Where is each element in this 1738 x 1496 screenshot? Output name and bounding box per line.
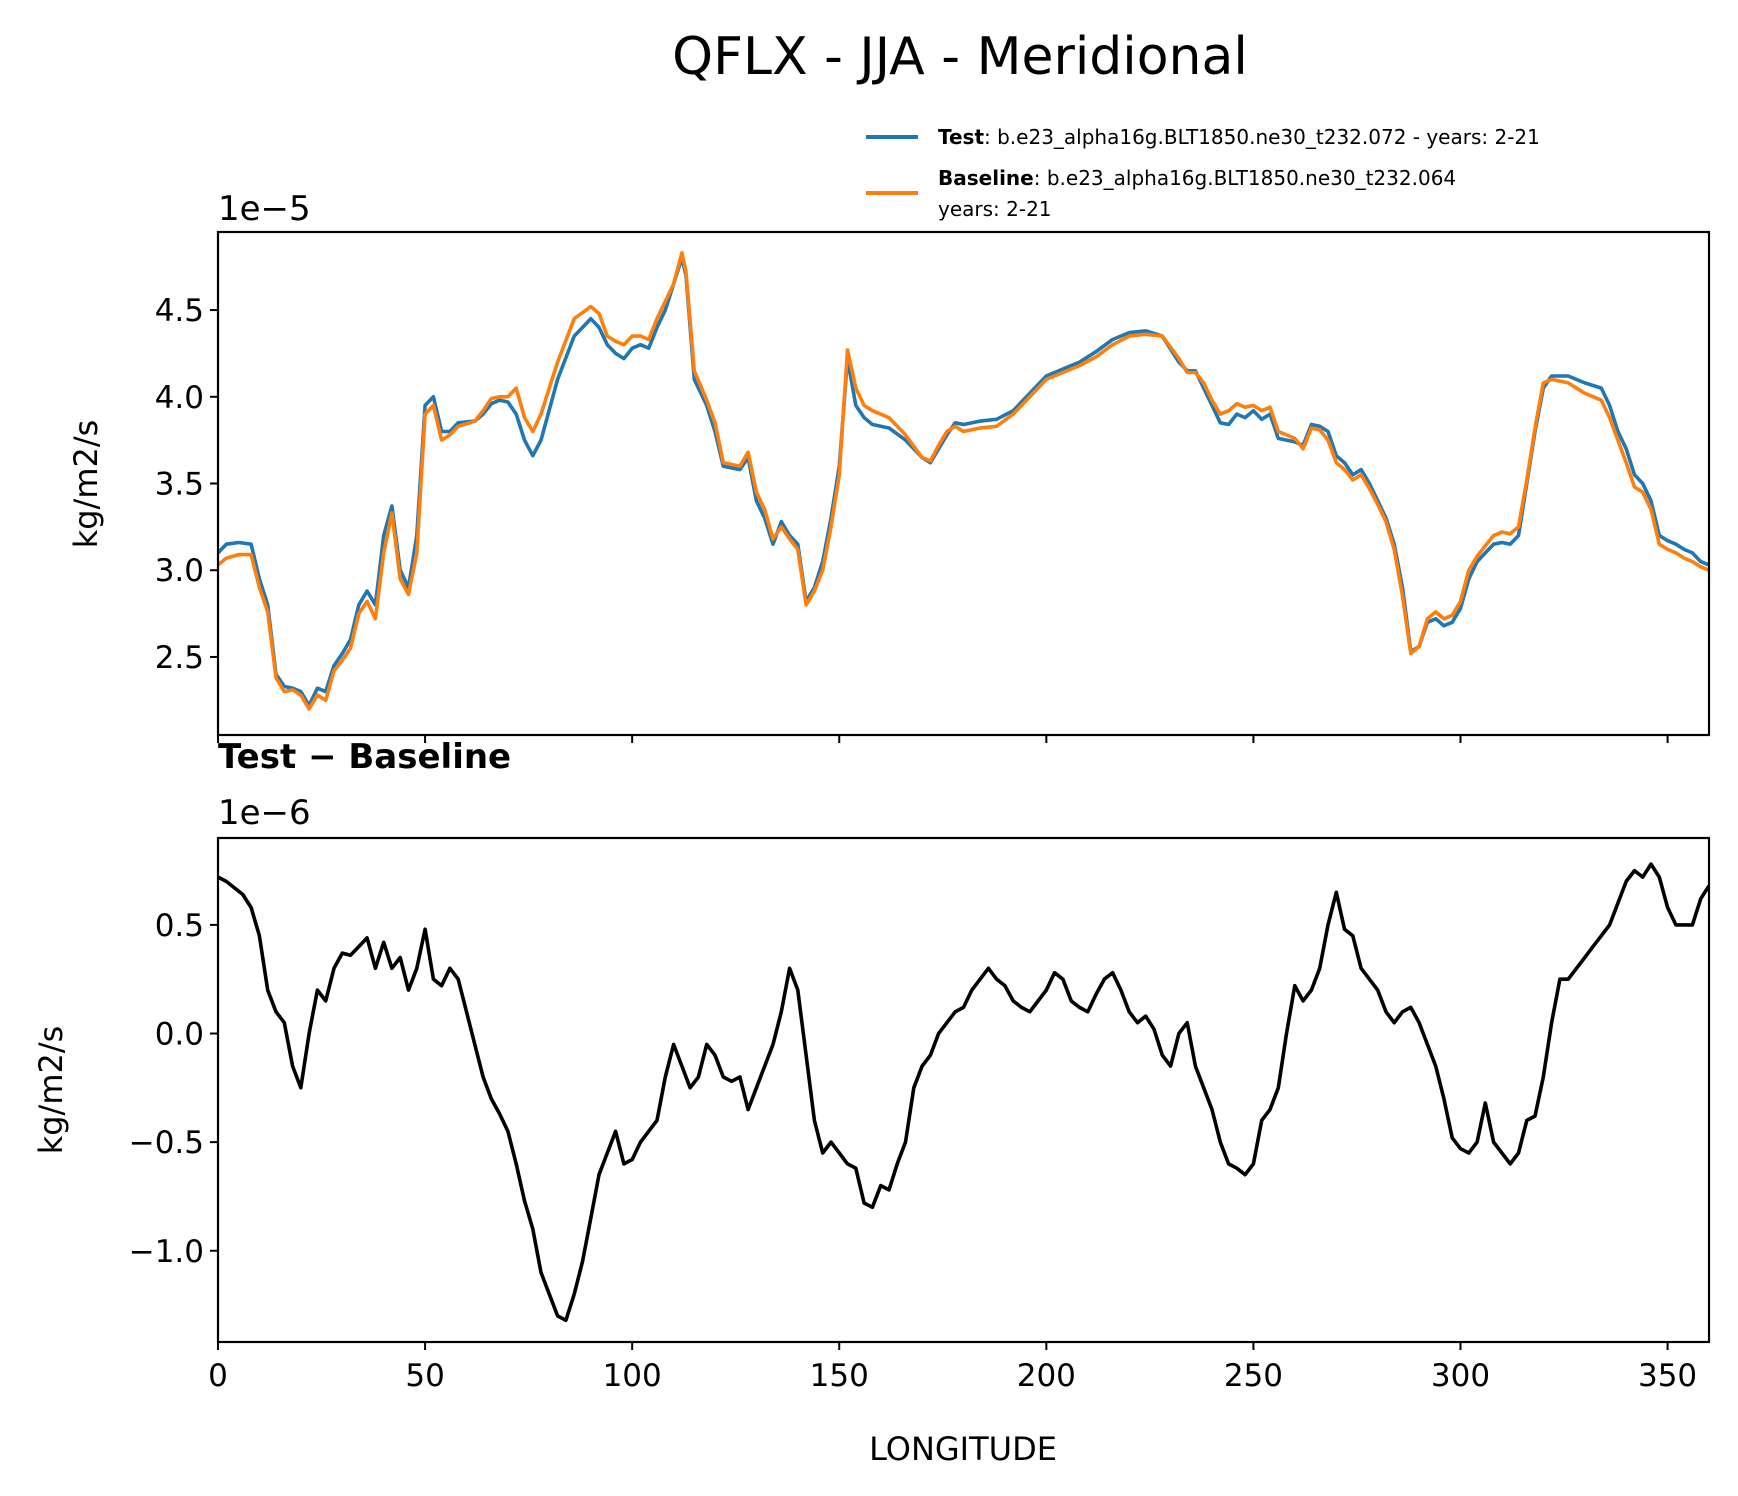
bottom-y-tick-label: −1.0 xyxy=(129,1234,204,1270)
bottom-x-tick-label: 350 xyxy=(1638,1358,1697,1394)
legend-baseline-years: years: 2-21 xyxy=(938,197,1052,221)
top-offset-label: 1e−5 xyxy=(218,189,311,229)
top-series-baseline xyxy=(218,251,1709,711)
legend-test-label: Test: b.e23_alpha16g.BLT1850.ne30_t232.0… xyxy=(938,125,1540,149)
bottom-y-axis-label: kg/m2/s xyxy=(32,1026,70,1155)
bottom-series-test-baseline xyxy=(218,862,1709,1323)
top-y-tick-label: 2.5 xyxy=(155,640,204,676)
top-series xyxy=(218,251,1709,711)
bottom-panel: Test − Baseline 1e−6 −1.0 −0.5 0.0 0.5 0 50 1… xyxy=(32,737,1711,1468)
top-y-tick-label: 4.0 xyxy=(155,380,204,416)
bottom-x-tick-label: 250 xyxy=(1224,1358,1283,1394)
top-plot-frame xyxy=(216,230,1711,737)
top-y-tick-label: 3.5 xyxy=(155,467,204,503)
bottom-x-tick-label: 200 xyxy=(1017,1358,1076,1394)
bottom-subtitle: Test − Baseline xyxy=(218,737,511,777)
bottom-plot-frame xyxy=(216,836,1711,1344)
top-y-tick-label: 3.0 xyxy=(155,553,204,589)
bottom-x-tick-label: 150 xyxy=(810,1358,869,1394)
bottom-y-tick-label: 0.5 xyxy=(155,908,204,944)
bottom-x-tick-label: 0 xyxy=(208,1358,228,1394)
bottom-x-tick-label: 300 xyxy=(1431,1358,1490,1394)
bottom-y-tick-label: −0.5 xyxy=(129,1125,204,1161)
bottom-y-tick-label: 0.0 xyxy=(155,1017,204,1053)
chart-title: QFLX - JJA - Meridional xyxy=(672,27,1248,87)
bottom-x-axis-label: LONGITUDE xyxy=(869,1430,1057,1468)
bottom-x-ticks: 0 50 100 150 200 250 300 350 xyxy=(208,1342,1697,1394)
bottom-y-ticks: −1.0 −0.5 0.0 0.5 xyxy=(129,908,218,1270)
top-panel: 1e−5 2.5 3.0 3.5 4.0 4.5 kg/m2/s xyxy=(67,189,1711,743)
legend-baseline-label: Baseline: b.e23_alpha16g.BLT1850.ne30_t2… xyxy=(938,166,1456,190)
legend: Test: b.e23_alpha16g.BLT1850.ne30_t232.0… xyxy=(866,125,1540,221)
bottom-x-tick-label: 100 xyxy=(603,1358,662,1394)
bottom-series xyxy=(218,862,1709,1323)
bottom-x-tick-label: 50 xyxy=(405,1358,444,1394)
top-y-axis-label: kg/m2/s xyxy=(67,420,105,549)
top-y-ticks: 2.5 3.0 3.5 4.0 4.5 xyxy=(155,293,218,676)
top-x-ticks xyxy=(217,735,1669,743)
bottom-offset-label: 1e−6 xyxy=(218,793,311,833)
top-y-tick-label: 4.5 xyxy=(155,293,204,329)
